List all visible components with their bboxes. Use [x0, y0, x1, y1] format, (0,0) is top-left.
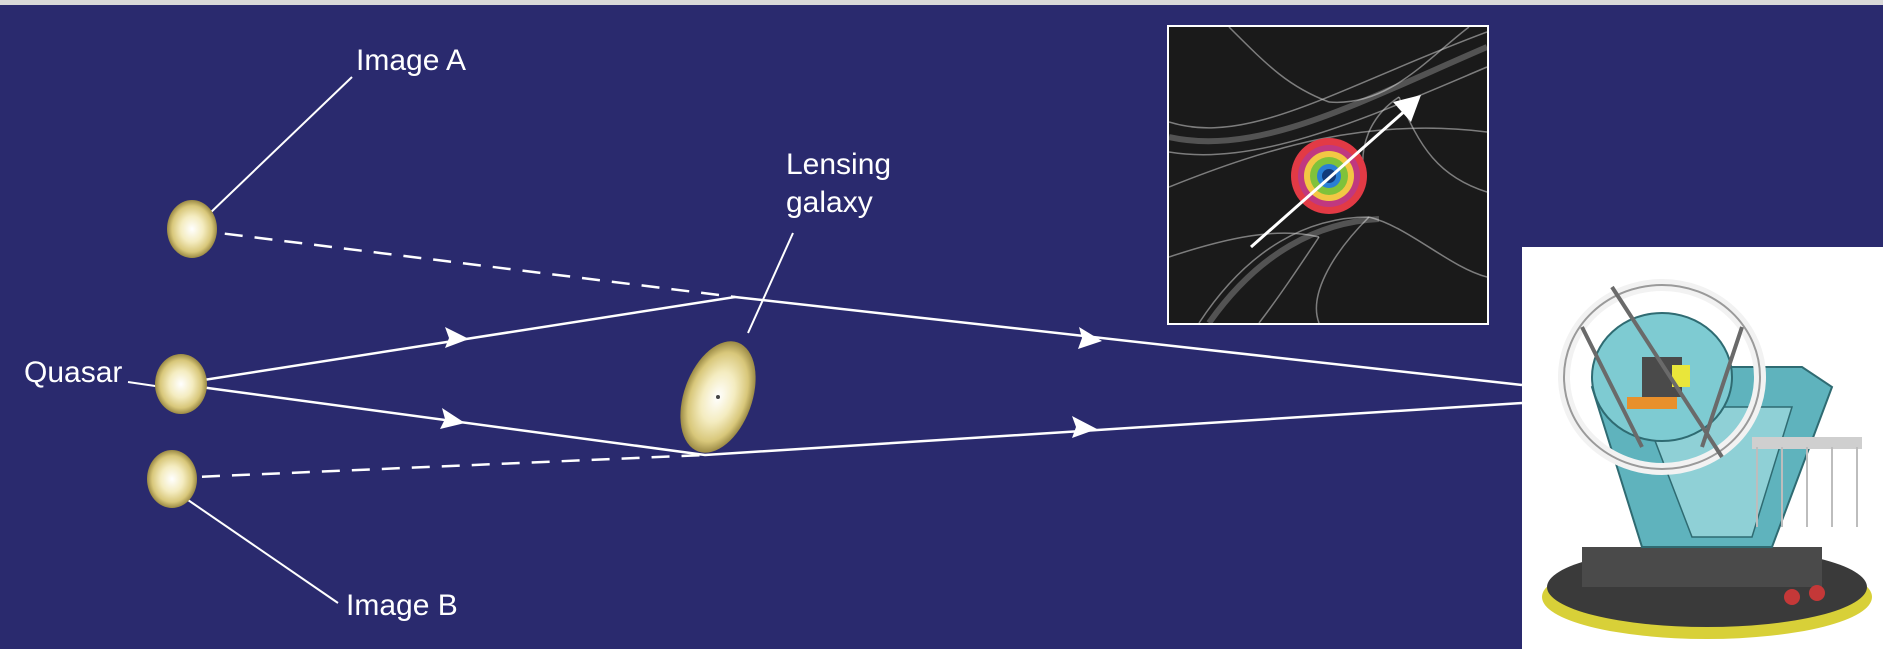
light-path-diagram: [127, 76, 1523, 604]
quasar-glow: [155, 354, 207, 414]
leader-image-b: [187, 499, 339, 604]
caustic-network-icon: [1169, 27, 1487, 323]
apparent-path-image-a: [194, 228, 736, 299]
source-track-arrowhead: [1393, 95, 1421, 122]
apparent-path-image-b: [171, 453, 706, 480]
lensing-galaxy-label-line1: Lensing: [786, 148, 892, 181]
arrow-upper-2: [1078, 327, 1102, 349]
telescope-icon: [1522, 247, 1883, 649]
arrow-lower-1: [440, 408, 465, 429]
image-b-label: Image B: [346, 589, 458, 622]
lensing-galaxy-label-line2: galaxy: [786, 186, 873, 219]
leader-lensing-galaxy: [747, 232, 794, 334]
arrow-lower-2: [1072, 416, 1097, 438]
caustic-map-inset: [1167, 25, 1489, 325]
image-a-label: Image A: [356, 44, 467, 77]
lensing-galaxy-core: [716, 395, 720, 399]
light-path-lower: [177, 382, 1523, 457]
lensing-diagram-canvas: Image A Image B Quasar Lensing galaxy: [0, 5, 1883, 649]
arrow-upper-1: [445, 327, 469, 348]
leader-image-a: [207, 76, 353, 216]
image-b-glow: [147, 450, 197, 508]
image-a-glow: [167, 200, 217, 258]
quasar-label: Quasar: [24, 356, 123, 389]
source-track-arrow: [1250, 107, 1408, 249]
telescope-illustration: [1522, 247, 1883, 649]
light-path-upper: [177, 295, 1523, 387]
